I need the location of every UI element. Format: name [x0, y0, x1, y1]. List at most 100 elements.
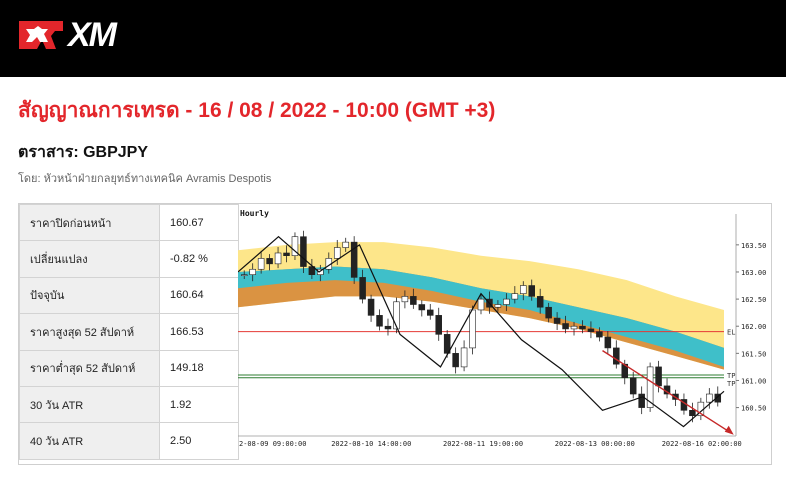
table-row: เปลี่ยนแปลง -0.82 %	[19, 240, 239, 278]
candle-body	[410, 296, 417, 305]
y-tick-label: 161.50	[741, 350, 766, 358]
candle-body	[646, 366, 654, 408]
candle-body	[477, 298, 485, 311]
stat-value: 1.92	[159, 385, 239, 424]
candle-body	[240, 274, 248, 276]
y-tick-label: 163.50	[741, 242, 766, 250]
projection-arrow-head	[724, 425, 734, 435]
stat-label: ราคาปิดก่อนหน้า	[19, 203, 160, 242]
candle-body	[520, 285, 527, 294]
stat-value: 149.18	[159, 349, 239, 387]
candle-body	[350, 241, 358, 278]
xm-logo-icon	[19, 21, 63, 49]
projection-arrow-line	[602, 350, 732, 434]
stat-label: ปัจจุบัน	[19, 276, 160, 315]
candle-body	[604, 336, 612, 349]
logo-wordmark: XM	[68, 16, 117, 54]
candle-body	[494, 304, 502, 308]
instrument-label: ตราสาร: GBPJPY	[18, 144, 148, 161]
header-bar: XM	[0, 0, 786, 77]
level-label: TP	[727, 372, 735, 380]
candle-body	[333, 247, 341, 259]
stat-label: ราคาสูงสุด 52 สัปดาห์	[19, 313, 160, 351]
table-row: 30 วัน ATR 1.92	[19, 385, 239, 424]
candle-body	[655, 366, 662, 387]
candle-body	[570, 325, 578, 330]
candle-body	[714, 393, 722, 403]
candle-body	[503, 298, 510, 305]
candle-body	[469, 309, 476, 349]
y-tick-label: 160.50	[741, 405, 766, 413]
candle-body	[536, 296, 544, 308]
candle-body	[291, 236, 299, 256]
stat-value: 160.67	[159, 203, 239, 242]
candle-body	[435, 315, 442, 335]
candle-body	[367, 298, 375, 316]
candle-body	[300, 236, 307, 267]
x-tick-label: 2022-08-11 19:00:00	[443, 440, 523, 448]
y-tick-label: 162.00	[741, 323, 766, 331]
candle-body	[443, 334, 451, 354]
candle-body	[452, 353, 459, 368]
stat-value: 166.53	[159, 313, 239, 351]
zigzag-line	[237, 235, 725, 428]
y-tick-label: 163.00	[741, 269, 766, 277]
ribbon-teal-band	[238, 266, 724, 367]
candle-body	[579, 325, 586, 330]
candle-body	[427, 309, 434, 316]
candle-body	[257, 258, 265, 270]
candle-body	[511, 293, 519, 300]
candle-body	[266, 258, 273, 265]
candle-body	[283, 252, 290, 256]
candle-body	[638, 393, 645, 408]
stat-value: 2.50	[159, 422, 239, 460]
stats-table: ราคาปิดก่อนหน้า 160.67 เปลี่ยนแปลง -0.82 %…	[19, 203, 239, 460]
level-label: TP	[727, 380, 735, 388]
level-label: EL	[727, 329, 735, 337]
candle-body	[359, 277, 366, 300]
stat-value: -0.82 %	[159, 240, 239, 278]
x-tick-label: 2022-08-10 14:00:00	[331, 440, 411, 448]
candle-body	[376, 315, 383, 327]
y-tick-label: 161.00	[741, 377, 766, 385]
y-tick-label: 162.50	[741, 296, 766, 304]
candle-body	[393, 301, 400, 330]
candle-body	[587, 328, 595, 332]
candle-body	[342, 241, 349, 248]
table-row: ราคาต่ำสุด 52 สัปดาห์ 149.18	[19, 349, 239, 387]
candle-body	[418, 304, 426, 311]
stat-label: เปลี่ยนแปลง	[19, 240, 160, 278]
page-title: สัญญาณการเทรด - 16 / 08 / 2022 - 10:00 (…	[18, 99, 496, 122]
candle-body	[274, 252, 282, 265]
candle-body	[384, 325, 392, 330]
candle-body	[401, 296, 409, 303]
x-tick-label: 2-08-09 09:00:00	[239, 440, 306, 448]
candle-body	[528, 285, 535, 297]
candle-body	[460, 347, 468, 368]
candle-body	[596, 331, 603, 338]
candle-body	[317, 268, 324, 275]
stat-label: ราคาต่ำสุด 52 สัปดาห์	[19, 349, 160, 387]
table-row: ราคาปิดก่อนหน้า 160.67	[19, 203, 239, 242]
stat-label: 40 วัน ATR	[19, 422, 160, 460]
table-row: ปัจจุบัน 160.64	[19, 276, 239, 315]
stat-value: 160.64	[159, 276, 239, 315]
xm-logo[interactable]: XM	[18, 16, 117, 54]
stat-label: 30 วัน ATR	[19, 385, 160, 424]
x-tick-label: 2022-08-16 02:00:00	[662, 440, 742, 448]
candle-body	[249, 268, 256, 275]
table-row: ราคาสูงสุด 52 สัปดาห์ 166.53	[19, 313, 239, 351]
candle-body	[545, 306, 552, 319]
candle-body	[689, 410, 696, 417]
x-tick-label: 2022-08-13 00:00:00	[555, 440, 635, 448]
price-chart: EL TP TP 163.50 163.00 162.50 162.00 161.50 161.…	[237, 204, 771, 464]
candle-body	[553, 317, 561, 324]
timeframe-label: Hourly	[240, 209, 269, 218]
signal-panel: ราคาปิดก่อนหน้า 160.67 เปลี่ยนแปลง -0.82 %…	[18, 203, 772, 465]
candle-body	[629, 377, 637, 395]
author-line: โดย: หัวหน้าฝ่ายกลยุทธ์ทางเทคนิค Avramis…	[18, 173, 272, 185]
candle-body	[613, 347, 620, 365]
table-row: 40 วัน ATR 2.50	[19, 422, 239, 460]
candle-body	[562, 323, 569, 330]
